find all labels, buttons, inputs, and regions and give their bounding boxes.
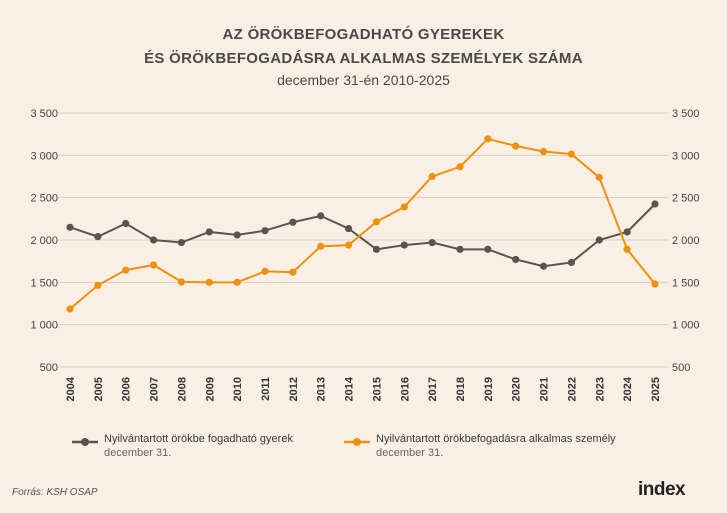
series-children-point [94,233,102,241]
series-children-point [372,245,381,253]
x-tick-label: 2019 [483,377,495,401]
series-persons-point [428,172,436,181]
x-tick-label: 2004 [65,376,77,401]
series-children-point [512,255,520,264]
x-tick-label: 2022 [566,377,578,401]
series-children-line [69,203,656,268]
y-tick-label-right: 2 000 [672,235,700,247]
chart-title-line1: AZ ÖRÖKBEFOGADHATÓ GYEREKEK [222,26,505,43]
series-persons-point [539,147,548,156]
series-persons-point [289,268,297,276]
series-persons-point [233,278,241,286]
series-children-point [233,231,241,239]
y-tick-label-left: 3 500 [30,108,58,120]
y-tick-label-right: 3 000 [672,150,700,162]
y-tick-label-left: 500 [40,362,58,374]
x-tick-label: 2023 [594,377,606,401]
series-children-point [651,200,659,208]
series-children-point [66,223,74,231]
legend-sublabel-children: december 31. [104,447,172,459]
source-note: Forrás: KSH OSAP [12,487,98,498]
series-persons-point [595,173,603,181]
y-tick-label-left: 2 000 [30,235,58,247]
series-persons-point [456,163,464,171]
x-tick-label: 2010 [232,377,244,401]
x-tick-label: 2007 [149,377,161,401]
y-tick-label-right: 2 500 [672,193,700,205]
series-persons-point [317,242,325,250]
series-children-point [344,224,353,233]
y-tick-label-right: 1 000 [672,320,700,332]
legend-item-persons: Nyilvántartott örökbefogadásra alkalmas … [376,432,616,460]
y-tick-label-right: 3 500 [672,108,700,120]
x-tick-label: 2005 [93,377,105,401]
x-tick-label: 2006 [121,377,133,401]
legend-label-children: Nyilvántartott örökbe fogadható gyerek [104,433,293,445]
legend-item-children: Nyilvántartott örökbe fogadható gyerek d… [104,432,293,460]
series-children-point [289,218,297,226]
y-tick-label-left: 1 500 [30,277,58,289]
series-persons-point [122,266,130,274]
series-persons-point [205,278,213,286]
series-children-point [623,228,631,236]
series-persons-point [512,142,520,150]
series-persons-point [261,267,269,275]
series-persons-point [344,241,353,249]
y-tick-label-left: 3 000 [30,150,58,162]
series-children-point [484,245,492,253]
series-children-point [149,236,158,244]
x-tick-label: 2013 [316,377,328,401]
chart-subtitle: december 31-én 2010-2025 [277,72,450,88]
series-persons-point [66,305,74,313]
series-persons-line [69,137,656,310]
x-tick-label: 2020 [511,377,523,401]
series-children-point [317,212,325,220]
series-persons-point [372,218,381,226]
series-persons-point [651,280,659,288]
series-persons-point [567,150,576,158]
y-tick-label-right: 1 500 [672,277,700,289]
x-tick-label: 2015 [371,377,383,401]
series-children-point [567,258,576,267]
x-tick-label: 2014 [344,376,356,401]
x-tick-label: 2017 [427,377,439,401]
x-tick-label: 2012 [288,377,300,401]
series-persons-point [149,261,158,269]
x-tick-label: 2021 [539,377,551,401]
y-tick-label-right: 500 [672,362,690,374]
series-children-point [122,219,130,228]
legend-sublabel-persons: december 31. [376,447,444,459]
series-persons-point [400,203,408,211]
legend-marker-persons [344,438,370,446]
chart-title-line2: ÉS ÖRÖKBEFOGADÁSRA ALKALMAS SZEMÉLYEK SZ… [144,50,583,67]
series-persons-point [94,281,102,289]
x-tick-label: 2024 [622,376,634,401]
series-persons-point [484,135,492,143]
x-tick-label: 2009 [204,377,216,401]
series-children-point [456,245,464,253]
x-tick-label: 2016 [399,377,411,401]
series-children-point [400,241,408,249]
x-tick-label: 2011 [260,377,272,401]
x-tick-label: 2018 [455,377,467,401]
series-children-point [539,262,548,270]
series-children-point [261,227,269,235]
x-tick-label: 2008 [176,377,188,401]
y-tick-label-left: 1 000 [30,320,58,332]
series-persons-point [177,278,186,286]
series-children-point [428,238,436,247]
legend-marker-children [72,438,98,446]
legend-label-persons: Nyilvántartott örökbefogadásra alkalmas … [376,433,616,445]
x-tick-label: 2025 [650,377,662,401]
series-children-point [177,238,186,247]
series-children-point [595,236,603,244]
index-logo: index [638,479,686,500]
series-children-point [205,228,213,236]
y-tick-label-left: 2 500 [30,193,58,205]
series-persons-point [623,245,631,253]
